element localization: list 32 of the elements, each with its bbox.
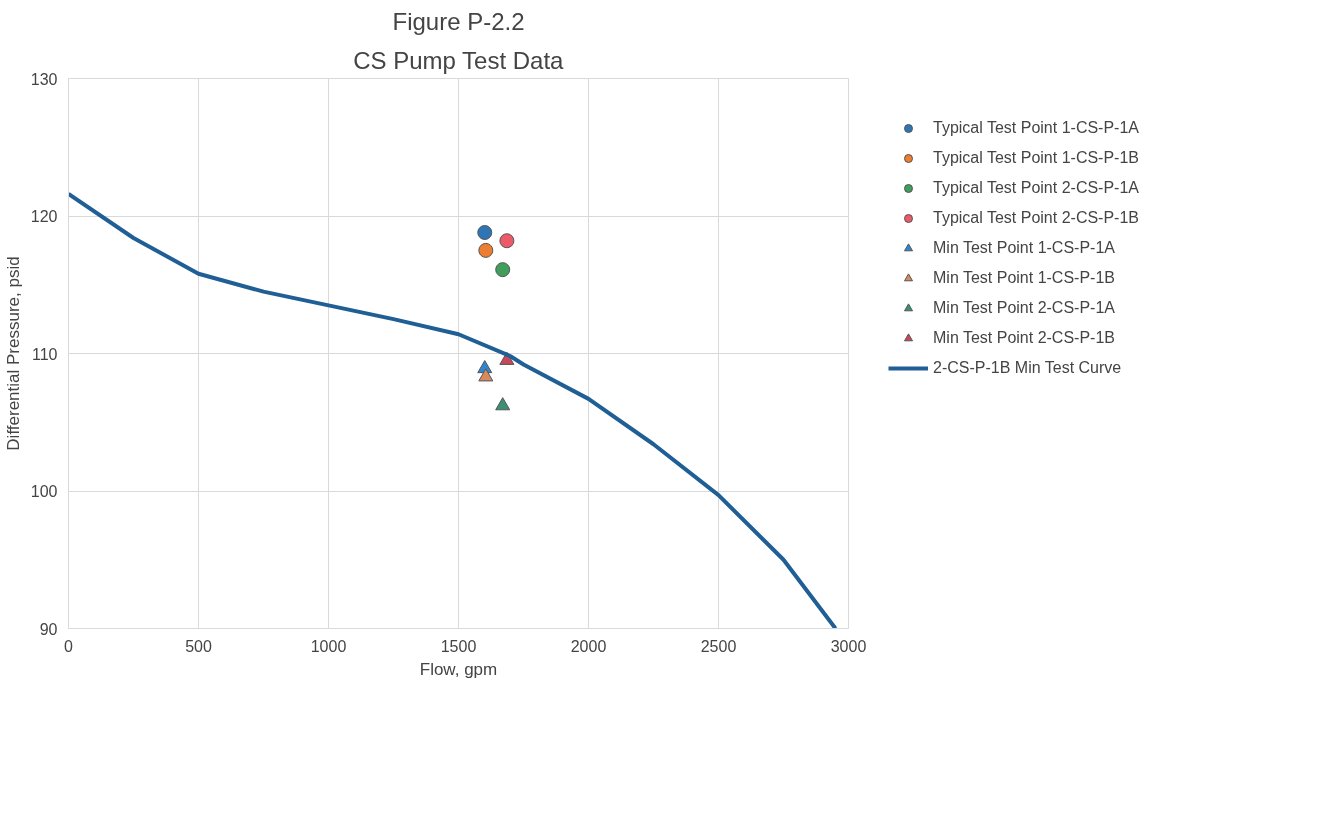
legend-label: Min Test Point 2-CS-P-1A bbox=[933, 299, 1115, 317]
point bbox=[478, 368, 494, 382]
x-tick-label: 3000 bbox=[830, 637, 867, 655]
y-axis-title: Differential Pressure, psid bbox=[3, 256, 23, 451]
point bbox=[478, 242, 494, 258]
point bbox=[495, 262, 511, 278]
x-axis-title: Flow, gpm bbox=[419, 659, 498, 679]
legend-label: Min Test Point 2-CS-P-1B bbox=[933, 329, 1115, 347]
legend-label: Typical Test Point 2-CS-P-1B bbox=[933, 209, 1140, 227]
x-tick-label: 0 bbox=[64, 637, 74, 655]
legend-label: Typical Test Point 2-CS-P-1A bbox=[933, 179, 1140, 197]
legend-label: Min Test Point 1-CS-P-1B bbox=[933, 269, 1115, 287]
x-tick-label: 2500 bbox=[700, 637, 737, 655]
point bbox=[477, 225, 493, 240]
point bbox=[495, 397, 511, 411]
legend-label: Typical Test Point 1-CS-P-1A bbox=[933, 119, 1140, 137]
y-tick-label: 130 bbox=[30, 70, 58, 88]
x-tick-label: 1000 bbox=[310, 637, 347, 655]
y-tick-label: 110 bbox=[31, 345, 58, 363]
x-tick-label: 500 bbox=[185, 637, 212, 655]
chart-title: Figure P-2.2 bbox=[392, 7, 525, 35]
x-tick-label: 1500 bbox=[440, 637, 477, 655]
point bbox=[499, 233, 515, 249]
y-tick-label: 90 bbox=[39, 620, 58, 638]
legend-label: Min Test Point 1-CS-P-1A bbox=[933, 239, 1115, 257]
line-series bbox=[68, 192, 838, 629]
x-tick-label: 2000 bbox=[570, 637, 607, 655]
legend-label: Typical Test Point 1-CS-P-1B bbox=[933, 149, 1140, 167]
legend-label: 2-CS-P-1B Min Test Curve bbox=[933, 359, 1122, 377]
y-tick-label: 100 bbox=[30, 483, 58, 500]
y-tick-label: 120 bbox=[30, 208, 58, 225]
chart-subtitle: CS Pump Test Data bbox=[353, 46, 565, 74]
